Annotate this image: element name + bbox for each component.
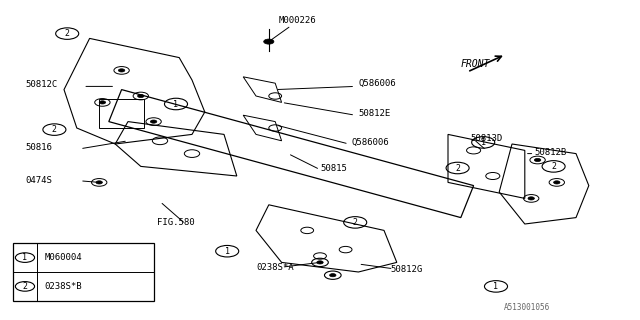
Text: 50816: 50816 <box>26 143 52 152</box>
Text: 2: 2 <box>551 162 556 171</box>
Text: Q586006: Q586006 <box>352 138 390 147</box>
Circle shape <box>554 181 560 184</box>
Text: 50812C: 50812C <box>26 80 58 89</box>
Text: 0238S*A: 0238S*A <box>256 263 294 272</box>
Circle shape <box>99 101 106 104</box>
Text: 50812E: 50812E <box>358 109 390 118</box>
Bar <box>13 243 154 301</box>
Circle shape <box>150 120 157 123</box>
Circle shape <box>534 158 541 162</box>
Text: M000226: M000226 <box>278 16 316 25</box>
Text: 1: 1 <box>22 253 28 262</box>
Text: 2: 2 <box>22 282 28 291</box>
Circle shape <box>330 274 336 277</box>
Circle shape <box>96 181 102 184</box>
Circle shape <box>528 197 534 200</box>
Text: 2: 2 <box>455 164 460 172</box>
Text: 1: 1 <box>225 247 230 256</box>
Circle shape <box>118 69 125 72</box>
Circle shape <box>264 39 274 44</box>
Text: Q586006: Q586006 <box>358 79 396 88</box>
Text: 50812G: 50812G <box>390 265 422 274</box>
Text: 2: 2 <box>353 218 358 227</box>
Text: 2: 2 <box>65 29 70 38</box>
Text: A513001056: A513001056 <box>504 303 550 312</box>
Text: 1: 1 <box>173 100 179 108</box>
Text: 0238S*B: 0238S*B <box>45 282 83 291</box>
Text: FIG.580: FIG.580 <box>157 218 195 227</box>
Circle shape <box>317 261 323 264</box>
Text: 1: 1 <box>481 138 486 147</box>
Text: 50815: 50815 <box>320 164 347 172</box>
Bar <box>99 99 144 128</box>
Circle shape <box>138 94 144 98</box>
Text: 1: 1 <box>493 282 499 291</box>
Text: FRONT: FRONT <box>461 59 490 69</box>
Text: 50812B: 50812B <box>534 148 566 156</box>
Text: 50813D: 50813D <box>470 134 502 143</box>
Text: M060004: M060004 <box>45 253 83 262</box>
Text: 2: 2 <box>52 125 57 134</box>
Text: 0474S: 0474S <box>26 176 52 185</box>
